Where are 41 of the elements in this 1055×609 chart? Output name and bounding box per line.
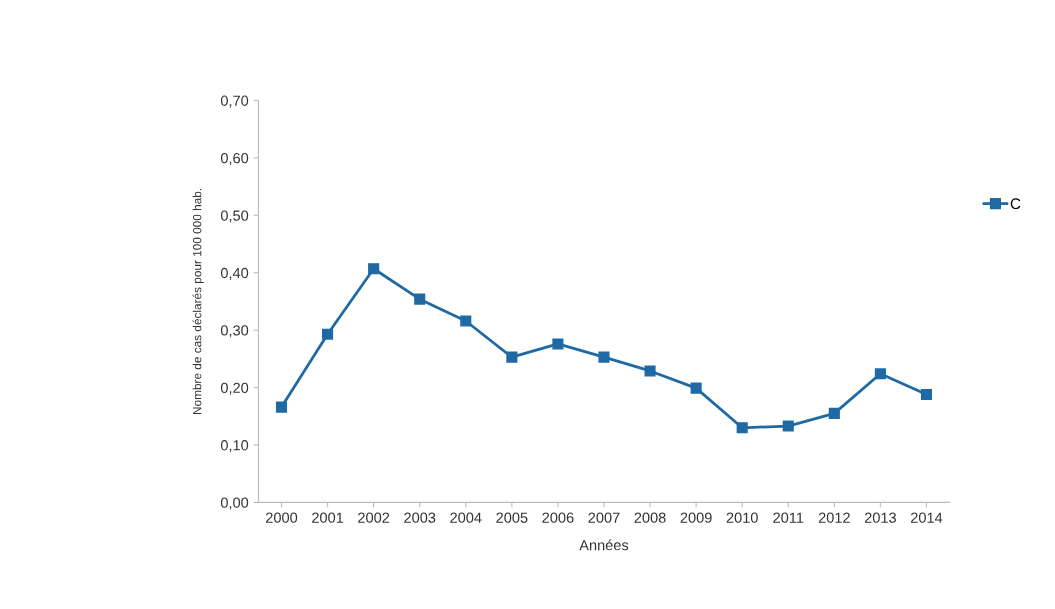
y-tick-label: 0,60 [220, 153, 249, 166]
x-tick-label: 2004 [450, 512, 482, 523]
point [414, 293, 426, 305]
point [275, 401, 288, 413]
point [460, 315, 472, 327]
x-tick-label: 2005 [496, 512, 528, 523]
x-tick-label: 2007 [588, 512, 620, 523]
point [552, 338, 564, 350]
x-tick-label: 2009 [680, 512, 712, 523]
point [782, 420, 794, 432]
point [506, 351, 518, 363]
point [644, 365, 656, 377]
legend-label: C [1010, 198, 1021, 210]
point [920, 388, 933, 401]
x-tick-label: 2002 [358, 512, 390, 523]
x-tick-label: 2011 [773, 512, 804, 523]
x-axis-title: Années [579, 539, 629, 551]
y-tick-label: 0,20 [220, 382, 249, 395]
point [828, 407, 840, 419]
point [322, 328, 334, 340]
point [690, 382, 702, 394]
y-tick-label: 0,50 [220, 210, 249, 223]
y-axis-title: Nombre de cas déclarés pour 100 000 hab. [192, 188, 204, 415]
x-tick-label: 2008 [634, 512, 666, 523]
x-tick-label: 2006 [542, 512, 574, 523]
point [736, 422, 748, 434]
x-tick-label: 2013 [864, 512, 896, 523]
point [598, 351, 610, 363]
y-tick-label: 0,10 [220, 440, 249, 453]
point [874, 368, 886, 380]
y-tick-label: 0,30 [220, 325, 249, 338]
x-tick-label: 2012 [818, 512, 850, 523]
x-tick-label: 2014 [910, 512, 943, 523]
point [368, 263, 380, 275]
x-tick-label: 2010 [726, 512, 758, 523]
y-tick-label: 0,70 [220, 95, 249, 108]
y-tick-label: 0,40 [220, 267, 249, 280]
y-tick-label: 0,00 [220, 497, 249, 510]
x-tick-label: 2000 [266, 512, 298, 523]
x-tick-label: 2001 [312, 512, 344, 523]
x-tick-label: 2003 [404, 512, 436, 523]
